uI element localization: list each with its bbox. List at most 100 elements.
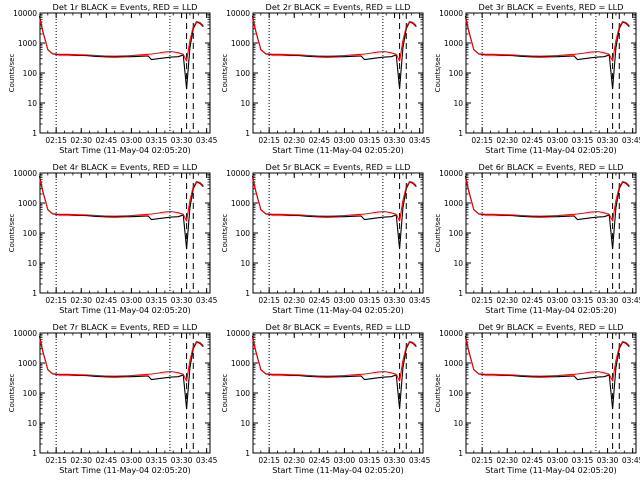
x-tick-label: 03:45 xyxy=(409,456,431,465)
series-line-lld xyxy=(251,337,417,382)
x-tick-label: 02:30 xyxy=(496,456,518,465)
y-tick-label: 10000 xyxy=(13,169,37,178)
chart-panel-7: Det 7r BLACK = Events, RED = LLD 1 10 100 10… xyxy=(8,322,218,475)
x-tick-label: 03:15 xyxy=(572,136,594,145)
x-axis-label: Start Time (11-May-04 02:05:20) xyxy=(272,146,403,155)
y-axis-label: Counts/sec xyxy=(434,54,442,93)
y-axis-label: Counts/sec xyxy=(221,54,229,93)
y-axis-label: Counts/sec xyxy=(221,374,229,413)
x-tick-label: 03:30 xyxy=(171,296,193,305)
chart-title: Det 6r BLACK = Events, RED = LLD xyxy=(479,162,624,172)
chart-title: Det 2r BLACK = Events, RED = LLD xyxy=(266,2,411,12)
x-tick-label: 02:15 xyxy=(258,296,280,305)
y-tick-label: 1 xyxy=(245,449,250,458)
y-tick-label: 10000 xyxy=(439,169,463,178)
y-axis-label: Counts/sec xyxy=(8,214,16,253)
series-line-lld xyxy=(464,337,630,382)
x-axis-label: Start Time (11-May-04 02:05:20) xyxy=(59,466,190,475)
y-tick-label: 1 xyxy=(32,449,37,458)
x-tick-label: 03:30 xyxy=(597,456,619,465)
series-line-lld xyxy=(38,337,204,382)
x-tick-label: 02:15 xyxy=(258,136,280,145)
x-tick-label: 02:45 xyxy=(522,456,544,465)
x-tick-label: 03:45 xyxy=(196,456,218,465)
x-tick-label: 03:15 xyxy=(359,456,381,465)
y-tick-label: 1000 xyxy=(18,359,37,368)
y-axis-label: Counts/sec xyxy=(8,374,16,413)
x-tick-label: 03:00 xyxy=(547,136,569,145)
chart-panel-6: Det 6r BLACK = Events, RED = LLD 1 10 100 10… xyxy=(434,162,640,315)
series-line-events xyxy=(251,175,417,250)
x-tick-label: 02:45 xyxy=(309,296,331,305)
y-tick-label: 1000 xyxy=(231,359,250,368)
y-tick-label: 100 xyxy=(236,389,251,398)
x-axis-label: Start Time (11-May-04 02:05:20) xyxy=(485,466,616,475)
x-axis-label: Start Time (11-May-04 02:05:20) xyxy=(59,306,190,315)
x-tick-label: 03:15 xyxy=(146,136,168,145)
series-line-lld xyxy=(38,17,204,62)
x-tick-label: 03:00 xyxy=(334,136,356,145)
x-tick-label: 02:15 xyxy=(45,136,67,145)
x-tick-label: 02:15 xyxy=(471,136,493,145)
chart-panel-1: Det 1r BLACK = Events, RED = LLD 1 10 100 10… xyxy=(8,2,218,155)
x-tick-label: 03:30 xyxy=(384,296,406,305)
x-tick-label: 03:15 xyxy=(572,296,594,305)
chart-title: Det 8r BLACK = Events, RED = LLD xyxy=(266,322,411,332)
x-tick-label: 03:30 xyxy=(597,296,619,305)
y-tick-label: 1000 xyxy=(18,39,37,48)
chart-title: Det 9r BLACK = Events, RED = LLD xyxy=(479,322,624,332)
y-tick-label: 10000 xyxy=(226,9,250,18)
x-axis-label: Start Time (11-May-04 02:05:20) xyxy=(272,306,403,315)
y-tick-label: 100 xyxy=(236,229,251,238)
x-tick-label: 02:30 xyxy=(70,136,92,145)
y-axis-label: Counts/sec xyxy=(221,214,229,253)
series-line-events xyxy=(38,175,204,250)
y-tick-label: 10000 xyxy=(226,169,250,178)
y-tick-label: 1 xyxy=(458,129,463,138)
series-line-events xyxy=(251,15,417,90)
x-tick-label: 03:00 xyxy=(334,456,356,465)
x-tick-label: 03:30 xyxy=(384,456,406,465)
y-tick-label: 10000 xyxy=(439,329,463,338)
x-tick-label: 03:15 xyxy=(146,296,168,305)
x-tick-label: 02:45 xyxy=(96,456,118,465)
x-tick-label: 02:30 xyxy=(496,136,518,145)
chart-title: Det 5r BLACK = Events, RED = LLD xyxy=(266,162,411,172)
series-line-events xyxy=(464,335,630,410)
y-tick-label: 10000 xyxy=(13,329,37,338)
x-tick-label: 02:45 xyxy=(522,296,544,305)
x-tick-label: 03:00 xyxy=(121,136,143,145)
y-tick-label: 100 xyxy=(23,69,38,78)
y-tick-label: 10000 xyxy=(13,9,37,18)
x-tick-label: 02:30 xyxy=(70,296,92,305)
y-tick-label: 1000 xyxy=(231,39,250,48)
x-tick-label: 03:15 xyxy=(359,136,381,145)
y-tick-label: 1000 xyxy=(18,199,37,208)
series-line-events xyxy=(251,335,417,410)
y-tick-label: 100 xyxy=(236,69,251,78)
x-tick-label: 02:15 xyxy=(45,456,67,465)
x-tick-label: 02:30 xyxy=(283,456,305,465)
y-tick-label: 10 xyxy=(240,259,250,268)
y-tick-label: 1 xyxy=(32,129,37,138)
y-tick-label: 1000 xyxy=(444,39,463,48)
x-tick-label: 03:30 xyxy=(384,136,406,145)
x-axis-label: Start Time (11-May-04 02:05:20) xyxy=(485,146,616,155)
x-tick-label: 02:30 xyxy=(283,296,305,305)
chart-panel-9: Det 9r BLACK = Events, RED = LLD 1 10 100 10… xyxy=(434,322,640,475)
x-tick-label: 03:45 xyxy=(622,296,640,305)
y-tick-label: 100 xyxy=(23,229,38,238)
chart-panel-5: Det 5r BLACK = Events, RED = LLD 1 10 100 10… xyxy=(221,162,431,315)
y-tick-label: 10 xyxy=(27,259,37,268)
x-tick-label: 03:00 xyxy=(121,456,143,465)
y-tick-label: 1000 xyxy=(231,199,250,208)
y-tick-label: 10000 xyxy=(439,9,463,18)
y-tick-label: 1 xyxy=(245,129,250,138)
y-tick-label: 1 xyxy=(245,289,250,298)
series-line-events xyxy=(38,15,204,90)
y-tick-label: 1000 xyxy=(444,359,463,368)
y-tick-label: 10000 xyxy=(226,329,250,338)
y-tick-label: 10 xyxy=(240,419,250,428)
x-axis-label: Start Time (11-May-04 02:05:20) xyxy=(59,146,190,155)
chart-panel-8: Det 8r BLACK = Events, RED = LLD 1 10 100 10… xyxy=(221,322,431,475)
